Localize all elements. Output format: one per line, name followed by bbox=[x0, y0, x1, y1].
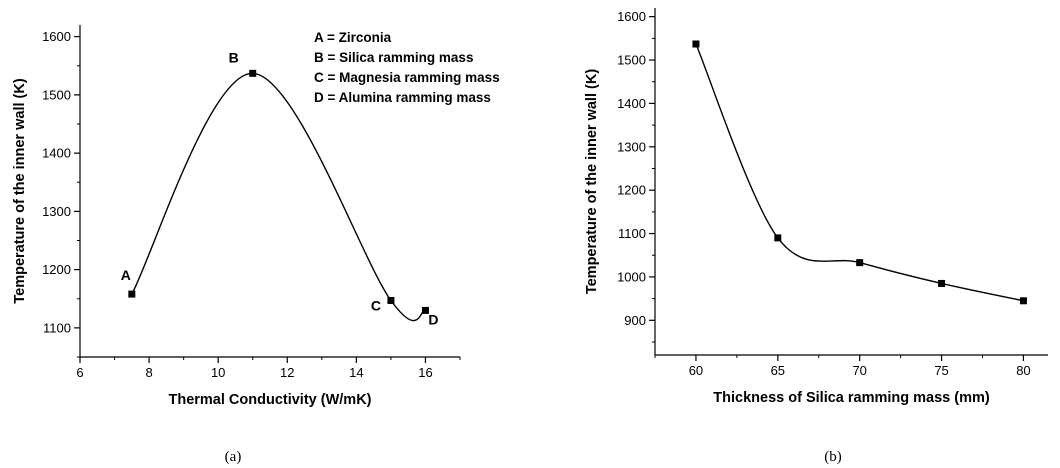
chart-b: 900 1000 1100 1200 1300 1400 1500 1600 60 65 70 75 8… bbox=[584, 8, 1048, 465]
y-tick-label: 1200 bbox=[617, 183, 646, 198]
y-tick-label: 1400 bbox=[617, 96, 646, 111]
y-tick-label: 1200 bbox=[42, 262, 71, 277]
chart-a: 1100 1200 1300 1400 1500 1600 6 8 10 12 14 16 A B C D … bbox=[12, 25, 500, 465]
chart-b-series-line bbox=[695, 43, 1024, 302]
y-tick-label: 1000 bbox=[617, 269, 646, 284]
chart-a-y-axis-title: Temperature of the inner wall (K) bbox=[12, 78, 28, 303]
x-tick-label: 14 bbox=[349, 365, 363, 380]
chart-b-x-axis-title: Thickness of Silica ramming mass (mm) bbox=[713, 390, 990, 406]
x-tick-label: 6 bbox=[76, 365, 83, 380]
x-tick-label: 65 bbox=[771, 363, 785, 378]
chart-b-axes: 900 1000 1100 1200 1300 1400 1500 1600 60 65 70 75 8… bbox=[617, 8, 1048, 378]
point-label: D bbox=[428, 311, 438, 327]
x-tick-label: 8 bbox=[145, 365, 152, 380]
legend-entry-a: A = Zirconia bbox=[314, 30, 392, 45]
y-tick-label: 1500 bbox=[42, 87, 71, 102]
caption-a: (a) bbox=[225, 449, 242, 465]
data-point bbox=[249, 69, 257, 77]
x-tick-label: 75 bbox=[934, 363, 948, 378]
legend-entry-b: B = Silica ramming mass bbox=[314, 50, 473, 65]
y-tick-label: 1600 bbox=[617, 9, 646, 24]
chart-a-x-axis-title: Thermal Conductivity (W/mK) bbox=[168, 392, 371, 408]
data-point bbox=[774, 234, 782, 242]
y-tick-label: 1100 bbox=[43, 320, 71, 335]
y-tick-label: 1600 bbox=[42, 29, 71, 44]
x-tick-label: 80 bbox=[1016, 363, 1030, 378]
y-tick-label: 1400 bbox=[42, 146, 71, 161]
chart-a-axes: 1100 1200 1300 1400 1500 1600 6 8 10 12 14 16 bbox=[42, 25, 461, 380]
data-point bbox=[128, 290, 136, 298]
chart-a-series-line bbox=[131, 72, 426, 322]
legend-entry-d: D = Alumina ramming mass bbox=[314, 90, 491, 105]
x-tick-label: 70 bbox=[852, 363, 866, 378]
y-tick-label: 900 bbox=[624, 313, 646, 328]
x-tick-label: 60 bbox=[689, 363, 703, 378]
chart-a-points: A B C D bbox=[121, 49, 439, 327]
data-point bbox=[692, 40, 700, 48]
x-tick-label: 10 bbox=[211, 365, 225, 380]
data-point bbox=[1019, 297, 1027, 305]
y-tick-label: 1300 bbox=[617, 139, 646, 154]
point-label: C bbox=[371, 298, 381, 314]
caption-b: (b) bbox=[824, 449, 842, 465]
y-tick-label: 1300 bbox=[42, 204, 71, 219]
data-point bbox=[421, 306, 429, 314]
data-point bbox=[387, 297, 395, 305]
point-label: A bbox=[121, 267, 131, 283]
x-tick-label: 16 bbox=[418, 365, 432, 380]
chart-a-legend: A = Zirconia B = Silica ramming mass C =… bbox=[314, 30, 500, 105]
data-point bbox=[938, 279, 946, 287]
y-tick-label: 1100 bbox=[618, 226, 646, 241]
data-point bbox=[856, 259, 864, 267]
x-tick-label: 12 bbox=[280, 365, 294, 380]
point-label: B bbox=[229, 49, 239, 65]
y-tick-label: 1500 bbox=[617, 53, 646, 68]
chart-b-points bbox=[692, 40, 1027, 305]
chart-b-y-axis-title: Temperature of the inner wall (K) bbox=[584, 69, 600, 294]
legend-entry-c: C = Magnesia ramming mass bbox=[314, 70, 500, 85]
